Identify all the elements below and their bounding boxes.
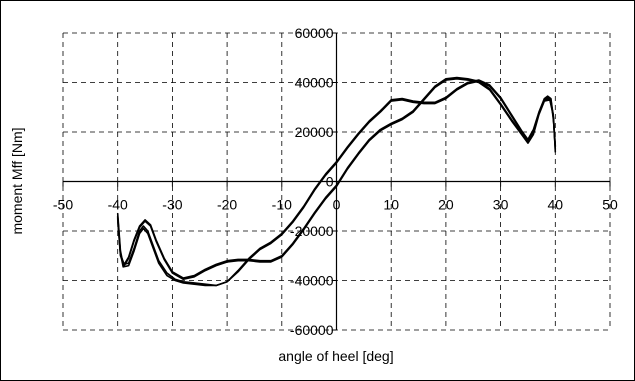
x-tick-label: 0 [333,197,341,213]
x-tick-label: 10 [383,197,399,213]
x-tick-label: -30 [162,197,182,213]
x-tick-label: 40 [548,197,564,213]
series-lines [116,76,557,287]
x-tick-label: 20 [438,197,454,213]
y-tick-label: 0 [326,174,334,190]
y-tick-label: 40000 [295,75,334,91]
x-tick-label: -50 [53,197,73,213]
x-tick-label: 30 [493,197,509,213]
y-tick-label: -40000 [290,273,334,289]
tick-labels: -50 -40 -30 -20 -10 0 10 20 30 40 50 -60000 -40000 -2… [53,25,618,338]
x-tick-label: -40 [108,197,128,213]
y-tick-label: -20000 [290,223,334,239]
y-tick-label: 20000 [295,124,334,140]
series-line-4 [116,76,557,279]
y-tick-label: -60000 [290,322,334,338]
x-axis-title: angle of heel [deg] [278,348,393,364]
y-tick-label: 60000 [295,25,334,41]
x-tick-label: -20 [217,197,237,213]
x-tick-label: -10 [272,197,292,213]
y-axis-title: moment Mff [Nm] [9,127,25,234]
x-tick-label: 50 [602,197,618,213]
axes [62,32,611,331]
series-line-2 [116,80,557,287]
